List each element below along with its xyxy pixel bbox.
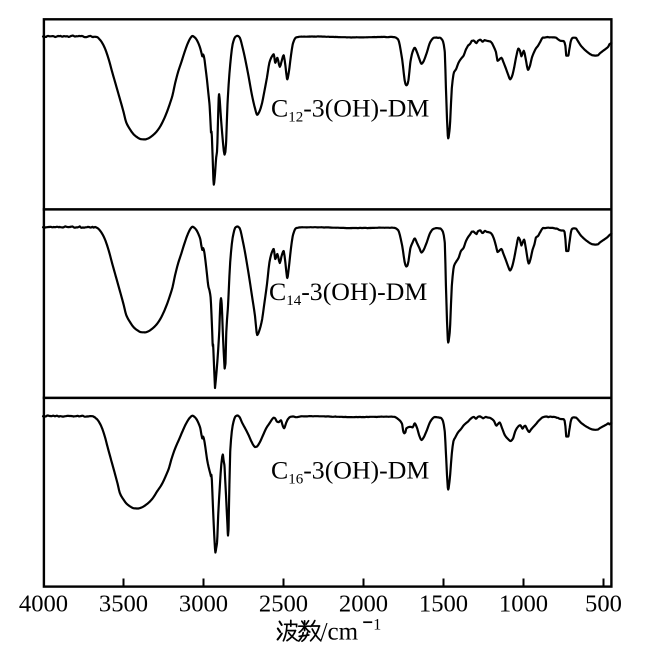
svg-text:4000: 4000 bbox=[19, 591, 68, 618]
svg-text:3000: 3000 bbox=[179, 591, 228, 618]
svg-text:2000: 2000 bbox=[339, 591, 388, 618]
svg-text:1000: 1000 bbox=[499, 591, 548, 618]
svg-text:1500: 1500 bbox=[419, 591, 468, 618]
svg-text:2500: 2500 bbox=[259, 591, 308, 618]
svg-text:500: 500 bbox=[585, 591, 622, 618]
svg-text:1: 1 bbox=[373, 617, 381, 634]
svg-text:/cm: /cm bbox=[321, 618, 359, 645]
svg-text:3500: 3500 bbox=[99, 591, 148, 618]
